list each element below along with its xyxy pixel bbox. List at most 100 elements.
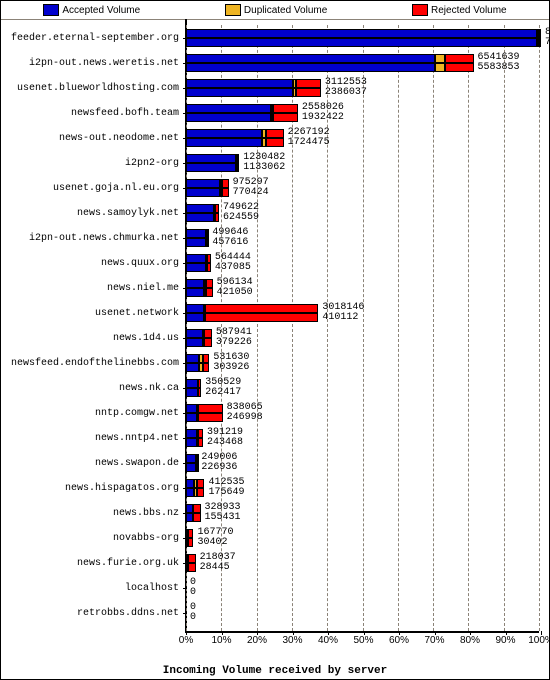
- bar-segment-accepted: [186, 463, 196, 472]
- server-label: usenet.blueworldhosting.com: [17, 83, 179, 94]
- bar-segment-rejected: [206, 288, 213, 297]
- bar-segment-rejected: [197, 488, 204, 497]
- x-tick-label: 50%: [353, 635, 373, 646]
- bar-segment-rejected: [207, 263, 211, 272]
- bar-segment-accepted: [186, 79, 293, 88]
- x-tick-label: 20%: [247, 635, 267, 646]
- legend-item: Rejected Volume: [412, 4, 507, 16]
- server-label: news.hispagatos.org: [65, 483, 179, 494]
- legend-label: Accepted Volume: [62, 5, 140, 16]
- bar-segment-rejected: [266, 129, 284, 138]
- bar-segment-accepted: [186, 454, 196, 463]
- bar-segment-accepted: [186, 104, 271, 113]
- bar-segment-accepted: [186, 429, 197, 438]
- bar-segment-rejected: [204, 338, 212, 347]
- x-tick: [364, 631, 365, 635]
- bar-segment-accepted: [186, 404, 197, 413]
- legend-swatch: [43, 4, 59, 16]
- x-tick: [541, 631, 542, 635]
- bar-segment-rejected: [205, 304, 319, 313]
- x-tick-label: 100%: [528, 635, 550, 646]
- value-label-accepted: 421050: [217, 287, 253, 298]
- bar-segment-rejected: [188, 538, 193, 547]
- bar-segment-rejected: [207, 254, 211, 263]
- server-label: i2pn2-org: [125, 158, 179, 169]
- value-label-accepted: 770424: [233, 187, 269, 198]
- bar-segment-accepted: [186, 129, 262, 138]
- bar-segment-accepted: [186, 238, 206, 247]
- x-tick: [257, 631, 258, 635]
- server-label: news.samoylyk.net: [77, 208, 179, 219]
- bar-segment-accepted: [186, 29, 537, 38]
- grid-line: [398, 25, 399, 631]
- bar-segment-accepted: [186, 254, 206, 263]
- bar-segment-accepted: [186, 504, 193, 513]
- bar-segment-rejected: [222, 188, 229, 197]
- bar-segment-rejected: [198, 413, 223, 422]
- value-label-accepted: 437085: [215, 262, 251, 273]
- value-label-accepted: 379226: [216, 337, 252, 348]
- server-label: news.nntp4.net: [95, 433, 179, 444]
- server-label: news.bbs.nz: [113, 508, 179, 519]
- bar-segment-rejected: [198, 379, 201, 388]
- bar-segment-accepted: [186, 379, 198, 388]
- value-label-accepted: 457616: [212, 237, 248, 248]
- x-tick: [399, 631, 400, 635]
- bar-segment-accepted: [186, 163, 236, 172]
- bar-segment-rejected: [222, 179, 229, 188]
- server-label: news.niel.me: [107, 283, 179, 294]
- x-tick: [186, 631, 187, 635]
- server-label: news.nk.ca: [119, 383, 179, 394]
- grid-line: [504, 25, 505, 631]
- bar-segment-rejected: [445, 54, 473, 63]
- server-label: news.1d4.us: [113, 333, 179, 344]
- bar-segment-rejected: [206, 279, 213, 288]
- bar-segment-rejected: [296, 88, 321, 97]
- bar-segment-accepted: [186, 213, 214, 222]
- value-label-accepted: 1932422: [302, 112, 344, 123]
- bar-segment-accepted: [186, 313, 204, 322]
- bar-segment-rejected: [204, 329, 212, 338]
- bar-segment-accepted: [186, 288, 204, 297]
- bar-segment-rejected: [203, 354, 209, 363]
- value-label-accepted: 262417: [205, 387, 241, 398]
- value-label-accepted: 1133062: [243, 162, 285, 173]
- legend-item: Duplicated Volume: [225, 4, 327, 16]
- x-axis-title: Incoming Volume received by server: [1, 665, 549, 677]
- legend-swatch: [225, 4, 241, 16]
- legend-label: Rejected Volume: [431, 5, 507, 16]
- bar-segment-rejected: [193, 513, 200, 522]
- bar-segment-rejected: [445, 63, 473, 72]
- bar-segment-accepted: [186, 229, 206, 238]
- bar-segment-rejected: [237, 154, 239, 163]
- value-label-accepted: 243468: [207, 437, 243, 448]
- value-label-accepted: 155431: [205, 512, 241, 523]
- bar-segment-duplicated: [435, 63, 446, 72]
- bar-segment-rejected: [188, 529, 193, 538]
- server-label: feeder.eternal-september.org: [11, 33, 179, 44]
- x-tick-label: 10%: [211, 635, 231, 646]
- bar-segment-accepted: [186, 479, 194, 488]
- bar-segment-accepted: [186, 154, 236, 163]
- y-tick: [183, 588, 187, 589]
- value-label-accepted: 303926: [213, 362, 249, 373]
- x-tick-label: 30%: [282, 635, 302, 646]
- value-label-accepted: 30402: [197, 537, 227, 548]
- x-tick: [506, 631, 507, 635]
- value-label-accepted: 28445: [200, 562, 230, 573]
- bar-segment-rejected: [197, 454, 199, 463]
- y-tick: [183, 613, 187, 614]
- bar-segment-rejected: [296, 79, 321, 88]
- bar-segment-rejected: [237, 163, 239, 172]
- value-label-accepted: 7932849: [545, 37, 550, 48]
- x-tick-label: 60%: [389, 635, 409, 646]
- bar-segment-rejected: [188, 563, 196, 572]
- bar-segment-accepted: [186, 204, 214, 213]
- server-label: nntp.comgw.net: [95, 408, 179, 419]
- server-label: usenet.goja.nl.eu.org: [53, 183, 179, 194]
- x-tick: [470, 631, 471, 635]
- bar-segment-accepted: [186, 188, 220, 197]
- bar-segment-accepted: [186, 304, 204, 313]
- x-tick-label: 90%: [495, 635, 515, 646]
- bar-segment-rejected: [203, 363, 209, 372]
